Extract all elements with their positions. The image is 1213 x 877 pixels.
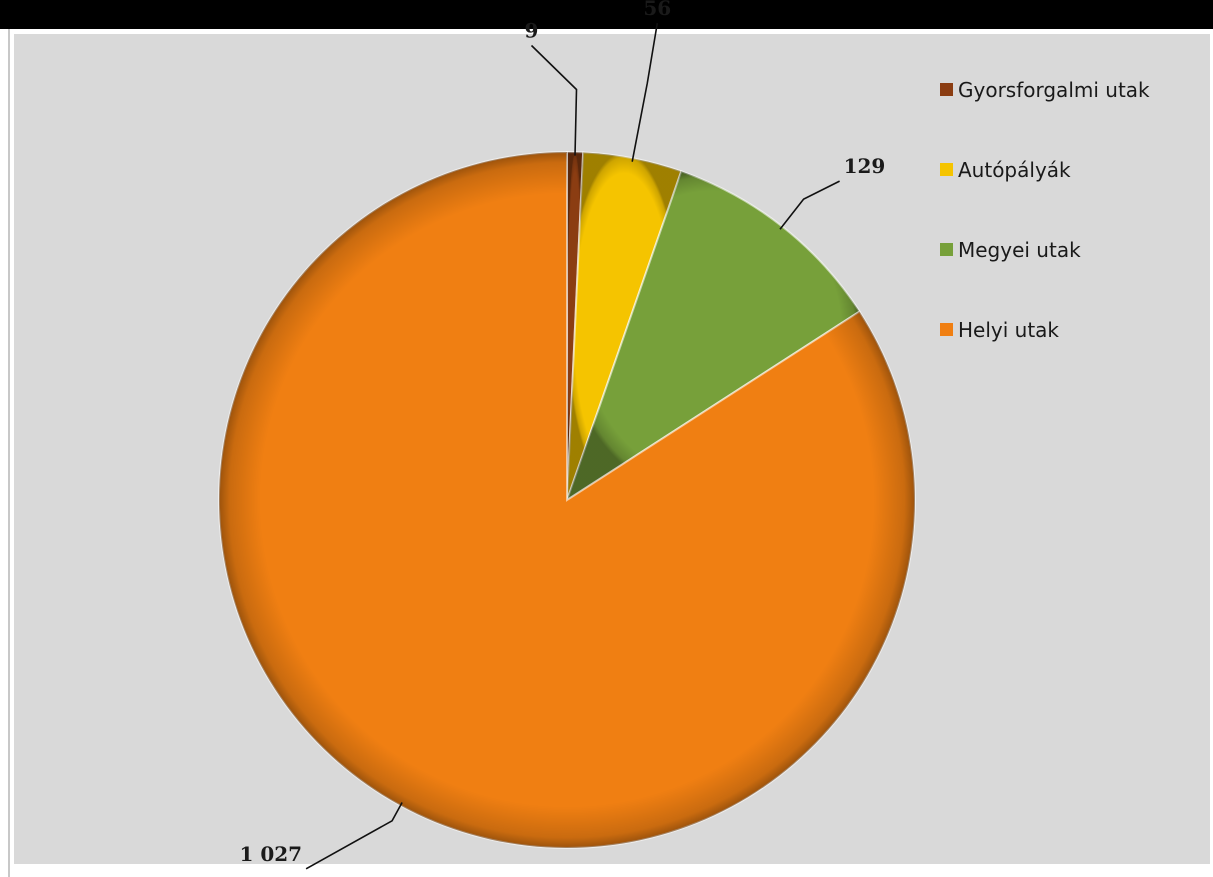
legend-swatch-autopalyak — [940, 163, 953, 176]
left-border-line — [8, 29, 10, 877]
data-label-helyi-utak: 1 027 — [239, 842, 302, 866]
leader-line-autopalyak — [631, 22, 659, 162]
leader-lines — [305, 22, 840, 870]
legend-swatch-gyorsforgalmi-utak — [940, 83, 953, 96]
pie-slices — [218, 150, 916, 849]
pie-slice-shade-autopalyak — [567, 152, 682, 500]
legend-label-gyorsforgalmi-utak: Gyorsforgalmi utak — [958, 78, 1150, 102]
legend-swatch-megyei-utak — [940, 243, 953, 256]
legend-swatch-helyi-utak — [940, 323, 953, 336]
leader-line-helyi-utak — [305, 802, 403, 870]
pie-slice-shade-megyei-utak — [567, 171, 860, 501]
top-black-bar — [0, 0, 1213, 29]
pie-slice-shade-helyi-utak — [218, 152, 915, 848]
data-label-gyorsforgalmi-utak: 9 — [525, 19, 539, 43]
legend-label-autopalyak: Autópályák — [958, 158, 1071, 182]
legend: Gyorsforgalmi utak Autópályák Megyei utak H… — [940, 78, 1150, 342]
data-label-megyei-utak: 129 — [844, 154, 886, 178]
legend-label-megyei-utak: Megyei utak — [958, 238, 1081, 262]
leader-line-megyei-utak — [779, 180, 840, 230]
data-labels: 9 56 129 1 027 — [239, 0, 885, 866]
legend-label-helyi-utak: Helyi utak — [958, 318, 1059, 342]
leader-line-gyorsforgalmi-utak — [530, 44, 578, 156]
data-label-autopalyak: 56 — [643, 0, 671, 20]
